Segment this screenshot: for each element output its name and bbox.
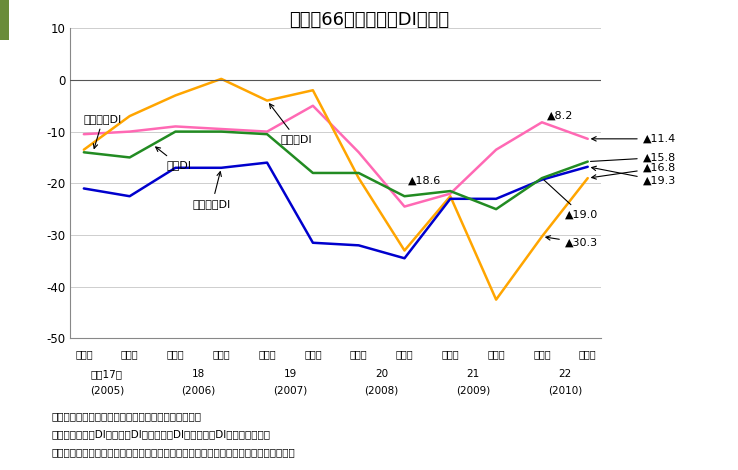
Text: ▲18.6: ▲18.6 <box>408 176 441 186</box>
Text: ▲30.3: ▲30.3 <box>546 235 598 248</box>
Text: 19: 19 <box>283 369 297 379</box>
Text: ▲11.4: ▲11.4 <box>592 134 676 144</box>
Text: ▲19.0: ▲19.0 <box>544 180 598 219</box>
Text: 上半期: 上半期 <box>258 350 276 360</box>
Text: 平成17年: 平成17年 <box>91 369 123 379</box>
Text: 21: 21 <box>466 369 480 379</box>
Text: 22: 22 <box>558 369 571 379</box>
Text: (2009): (2009) <box>456 385 490 396</box>
Text: 20: 20 <box>375 369 388 379</box>
Text: 上半期: 上半期 <box>350 350 368 360</box>
Text: 上半期: 上半期 <box>533 350 551 360</box>
Text: 景況DI: 景況DI <box>156 147 191 170</box>
Text: ２）全国の食品関連企業（製造業、卸売業、小売業、飲食店）を対象として実施: ２）全国の食品関連企業（製造業、卸売業、小売業、飲食店）を対象として実施 <box>52 447 295 457</box>
Text: 下半期: 下半期 <box>304 350 322 360</box>
Text: ▲19.3: ▲19.3 <box>592 166 676 186</box>
Text: 下半期: 下半期 <box>213 350 230 360</box>
Text: 下半期: 下半期 <box>121 350 139 360</box>
Text: (2006): (2006) <box>182 385 215 396</box>
Text: 下半期: 下半期 <box>579 350 596 360</box>
Text: 経常利益DI: 経常利益DI <box>193 172 231 209</box>
Text: 上半期: 上半期 <box>441 350 459 360</box>
Text: (2007): (2007) <box>273 385 307 396</box>
Text: (2005): (2005) <box>89 385 124 396</box>
Text: 下半期: 下半期 <box>487 350 505 360</box>
Bar <box>0 0 9 40</box>
Text: ▲8.2: ▲8.2 <box>547 111 573 121</box>
Text: 18: 18 <box>192 369 205 379</box>
Text: 注：１）景況DIは売上高DI、経常利益DI、資金繰りDIを平均して算出: 注：１）景況DIは売上高DI、経常利益DI、資金繰りDIを平均して算出 <box>52 429 271 439</box>
Text: 売上高DI: 売上高DI <box>269 104 312 144</box>
Text: 上半期: 上半期 <box>75 350 93 360</box>
Text: 資料：（株）日本政策金融公庫「食品産業動向調査」: 資料：（株）日本政策金融公庫「食品産業動向調査」 <box>52 411 201 421</box>
Text: 下半期: 下半期 <box>396 350 413 360</box>
Text: 上半期: 上半期 <box>167 350 184 360</box>
Text: (2010): (2010) <box>548 385 582 396</box>
Text: (2008): (2008) <box>365 385 399 396</box>
Text: 資金繰りDI: 資金繰りDI <box>84 114 122 149</box>
Text: ▲16.8: ▲16.8 <box>592 163 676 179</box>
Text: 図１－66　食品産業DIの推移: 図１－66 食品産業DIの推移 <box>289 11 449 29</box>
Text: ▲15.8: ▲15.8 <box>590 152 676 163</box>
